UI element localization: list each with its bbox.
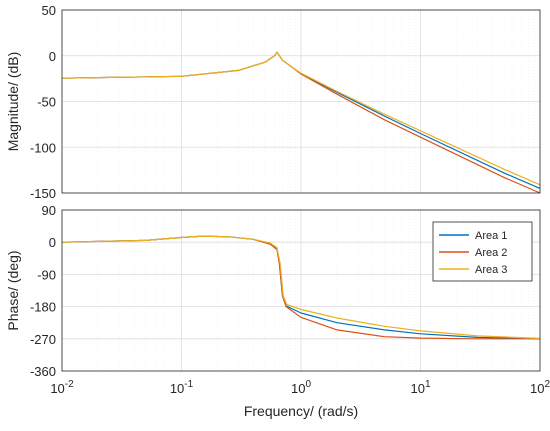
phase-axes-box	[61, 209, 541, 372]
x-tick-exponent: -2	[65, 379, 74, 390]
phase-ytick-label: -90	[37, 267, 56, 282]
x-tick-exponent: 0	[305, 379, 311, 390]
magnitude-axes-box	[61, 9, 541, 194]
magnitude-ytick-label: 0	[49, 49, 56, 64]
x-tick-base: 10	[170, 381, 184, 396]
x-tick-label: 101	[410, 379, 430, 396]
x-tick-exponent: -1	[184, 379, 193, 390]
phase-series-line-area-3	[61, 235, 541, 339]
x-tick-base: 10	[530, 381, 544, 396]
magnitude-series-line-area-3	[61, 51, 541, 186]
x-tick-exponent: 2	[544, 379, 550, 390]
phase-ytick-label: -270	[30, 332, 56, 347]
legend-label-area-2: Area 2	[475, 247, 507, 259]
phase-ytick-label: -180	[30, 300, 56, 315]
x-tick-base: 10	[50, 381, 64, 396]
magnitude-ytick-label: -100	[30, 140, 56, 155]
magnitude-ytick-label: 50	[42, 3, 56, 18]
x-axis-label: Frequency/ (rad/s)	[244, 403, 358, 419]
x-tick-base: 10	[410, 381, 424, 396]
legend-label-area-1: Area 1	[475, 230, 507, 242]
x-tick-label: 10-2	[50, 379, 74, 396]
x-tick-label: 102	[530, 379, 550, 396]
x-tick-exponent: 1	[425, 379, 431, 390]
x-tick-label: 10-1	[170, 379, 194, 396]
magnitude-ytick-label: -50	[37, 95, 56, 110]
phase-ytick-label: 0	[49, 235, 56, 250]
magnitude-y-axis-label: Magnitude/ (dB)	[5, 52, 21, 152]
magnitude-axes: 50 0 -50 -100 -150 Magnitude/ (dB)	[5, 3, 541, 201]
legend-label-area-3: Area 3	[475, 264, 507, 276]
x-tick-label: 100	[291, 379, 311, 396]
phase-y-axis-label: Phase/ (deg)	[5, 250, 21, 330]
x-tick-base: 10	[291, 381, 305, 396]
legend: Area 1 Area 2 Area 3	[432, 221, 533, 282]
phase-ytick-label: -360	[30, 364, 56, 379]
phase-ytick-label: 90	[42, 203, 56, 218]
magnitude-ytick-label: -150	[30, 186, 56, 201]
